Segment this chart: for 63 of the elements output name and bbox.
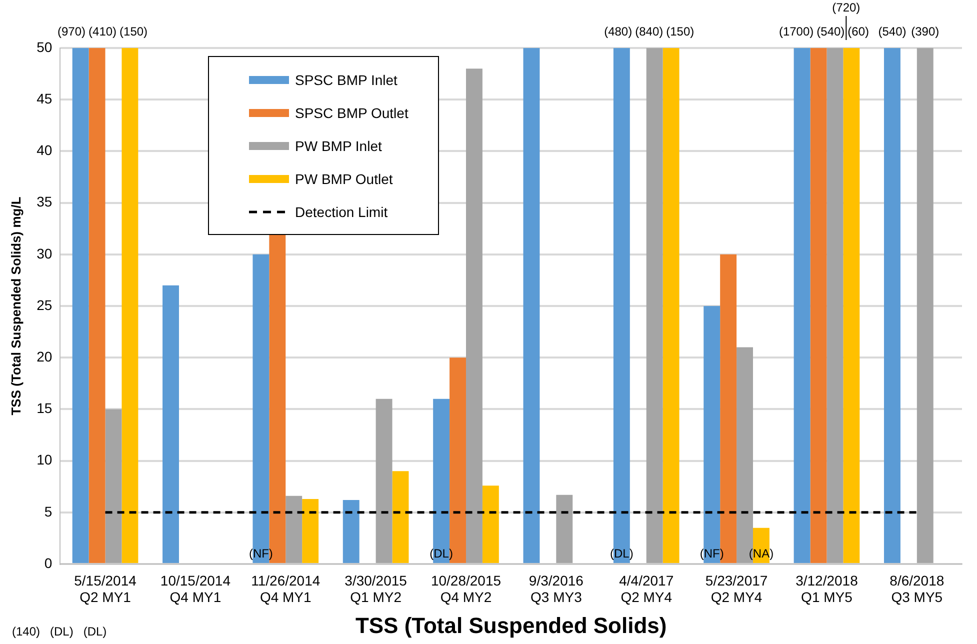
x-tick-label: 4/4/2017 Q2 MY4: [619, 572, 674, 606]
y-tick-label: 50: [36, 38, 52, 55]
y-tick-label: 40: [36, 142, 52, 158]
bar: [466, 68, 482, 563]
bar: [794, 48, 810, 563]
legend-label: SPSC BMP Outlet: [295, 104, 408, 120]
x-tick-label: 3/30/2015 Q1 MY2: [344, 572, 408, 606]
annotation: (1700): [778, 24, 814, 38]
bar: [88, 48, 106, 563]
x-tick-label: 10/28/2015 Q4 MY2: [430, 572, 502, 606]
bar: [162, 285, 179, 563]
bar: [342, 500, 360, 563]
bar: [523, 48, 540, 563]
bar: [72, 48, 89, 563]
x-tick-label: 11/26/2014 Q4 MY1: [251, 572, 320, 606]
x-axis-title: TSS (Total Suspended Solids): [355, 612, 667, 638]
y-tick-label: 45: [36, 90, 52, 106]
bar: [646, 48, 663, 563]
bar: [286, 496, 302, 563]
text: (140) (DL) (DL): [12, 624, 107, 638]
x-tick-label: 3/12/2018 Q1 MY5: [796, 572, 858, 606]
bar: [916, 48, 934, 563]
legend-label: Detection Limit: [295, 204, 388, 220]
y-tick-label: 35: [36, 194, 52, 210]
y-tick-label: 30: [36, 245, 52, 262]
annotation: (720): [832, 0, 860, 14]
annotation: (480): [604, 24, 632, 38]
bar: [884, 48, 900, 563]
x-tick-label: 5/15/2014 Q2 MY1: [74, 572, 137, 606]
bar: [556, 494, 573, 563]
bar: [662, 48, 680, 563]
annotation: (540): [878, 24, 906, 38]
annotation: (60): [848, 24, 870, 38]
annotation: (150): [666, 24, 694, 38]
y-tick-label: 5: [44, 503, 52, 520]
bar: [482, 486, 499, 563]
annotation: (540): [816, 24, 845, 38]
y-tick-label: 15: [36, 400, 52, 416]
y-tick-label: 25: [36, 296, 52, 313]
x-tick-label: 9/3/2016 Q3 MY3: [528, 572, 584, 606]
legend-label: SPSC BMP Inlet: [295, 72, 398, 88]
bar: [105, 409, 122, 563]
annotation: (970): [58, 24, 86, 38]
y-axis-title: TSS (Total Suspended Solids) mg/L: [8, 196, 24, 416]
x-tick-label: 8/6/2018 Q3 MY5: [890, 572, 944, 606]
annotation: (410): [88, 24, 117, 38]
y-tick-label: 10: [36, 452, 52, 468]
bar: [392, 471, 409, 563]
annotation: (390): [911, 24, 940, 38]
legend-label: PW BMP Inlet: [295, 138, 382, 154]
annotation: (150): [120, 24, 148, 38]
bar: [122, 48, 138, 563]
bar: [810, 48, 827, 563]
bar: [826, 48, 844, 563]
x-tick-label: 5/23/2017 Q2 MY4: [705, 572, 768, 606]
y-tick-label: 20: [36, 348, 52, 364]
y-tick-label: 0: [44, 554, 52, 571]
bar: [302, 498, 319, 563]
bar: [376, 398, 392, 563]
x-tick-label: 10/15/2014 Q4 MY1: [160, 572, 231, 606]
bar: [843, 48, 860, 563]
annotation: (840): [635, 24, 664, 38]
legend-label: PW BMP Outlet: [295, 170, 393, 186]
